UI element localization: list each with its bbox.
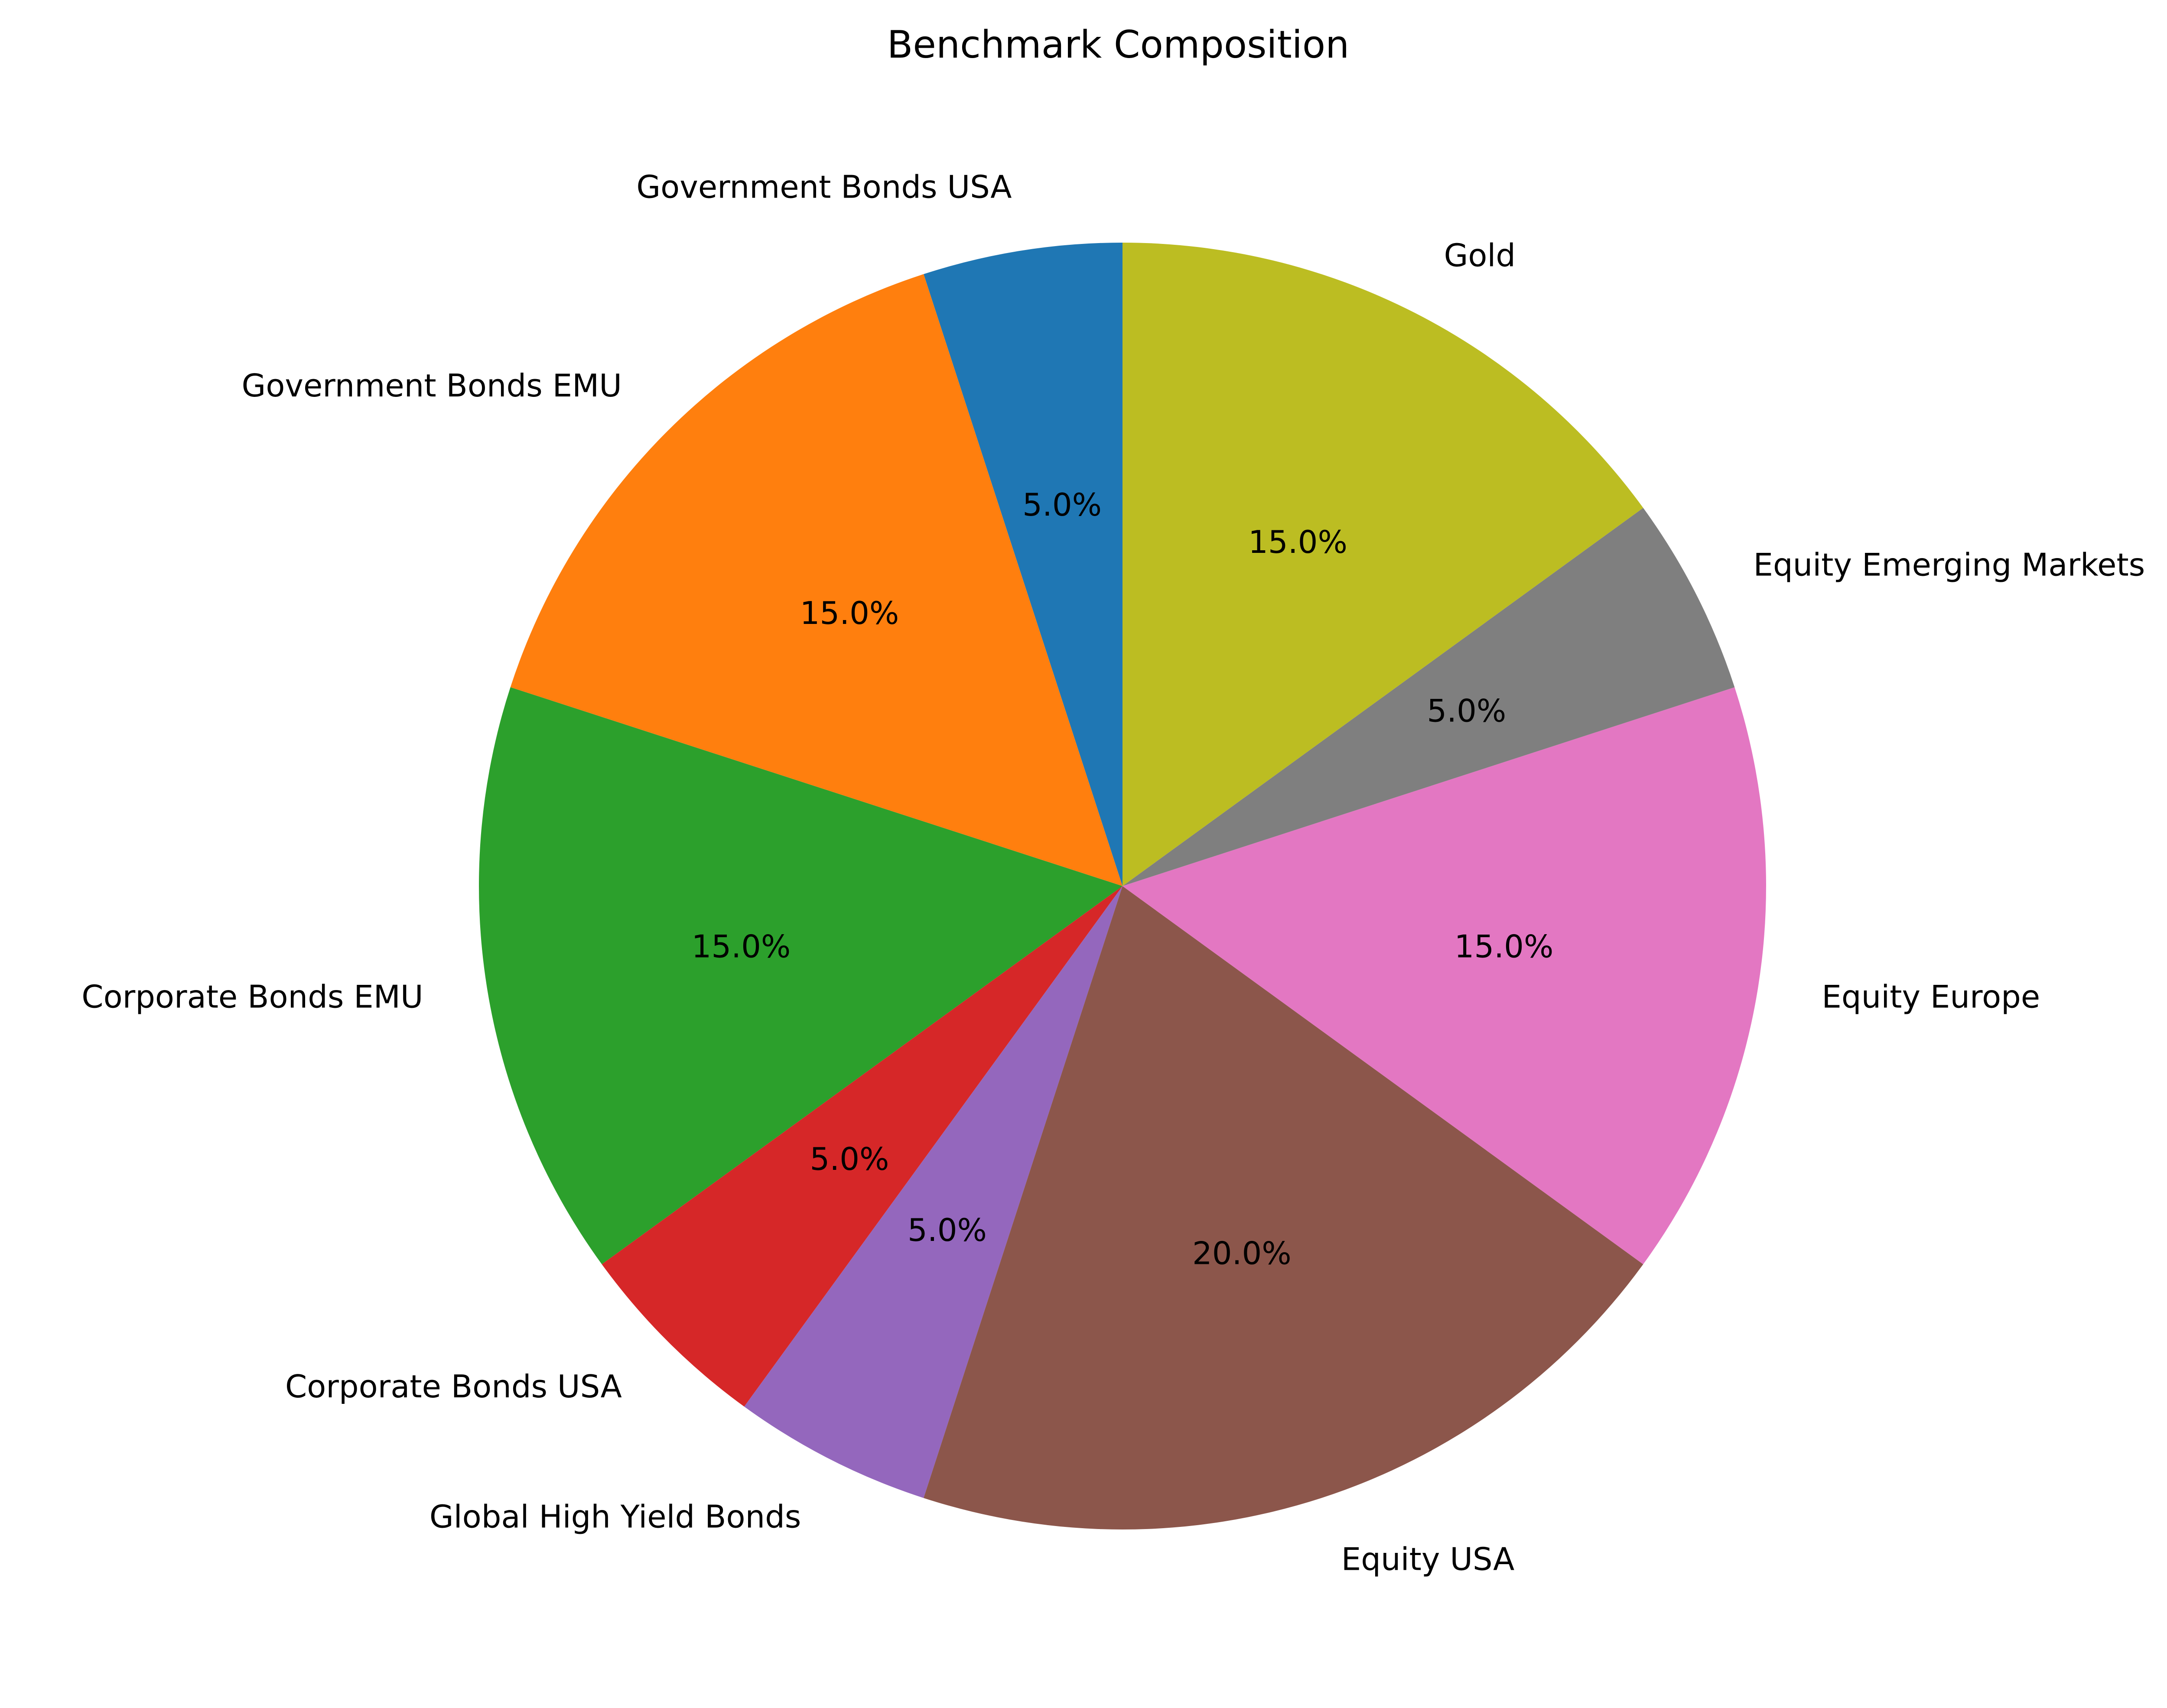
slice-category-label: Government Bonds USA (636, 169, 1012, 205)
chart-title: Benchmark Composition (887, 23, 1350, 67)
slice-category-label: Corporate Bonds USA (285, 1368, 622, 1405)
pie-slice (602, 886, 1123, 1407)
slice-percent-label: 15.0% (800, 595, 899, 631)
percent-labels: 5.0% 15.0% 15.0% 5.0% 5.0% 20.0% 15.0% 5.0% 15.0… (692, 487, 1554, 1271)
slice-category-label: Gold (1444, 237, 1516, 274)
slice-percent-label: 15.0% (1248, 524, 1347, 560)
pie-slice (1123, 687, 1767, 1264)
slice-category-label: Government Bonds EMU (242, 367, 622, 404)
slice-percent-label: 5.0% (810, 1141, 889, 1177)
pie-slice (1123, 243, 1643, 886)
slice-percent-label: 15.0% (692, 928, 791, 964)
slice-category-label: Equity Emerging Markets (1753, 546, 2145, 583)
pie-slice (479, 687, 1123, 1264)
pie-slice (1123, 508, 1735, 886)
slice-percent-label: 5.0% (908, 1212, 987, 1248)
slice-category-label: Equity USA (1341, 1541, 1515, 1578)
pie-slice (510, 274, 1123, 886)
slice-category-label: Corporate Bonds EMU (81, 979, 423, 1015)
slice-percent-label: 15.0% (1454, 928, 1554, 964)
slice-percent-label: 5.0% (1022, 487, 1102, 523)
pie-slice (744, 886, 1123, 1498)
pie-slice (924, 243, 1123, 886)
pie-slice (924, 886, 1643, 1529)
slice-percent-label: 20.0% (1192, 1235, 1292, 1271)
slice-category-label: Global High Yield Bonds (429, 1498, 801, 1535)
slice-labels: Government Bonds USA Government Bonds EMU… (81, 169, 2145, 1578)
slice-percent-label: 5.0% (1427, 692, 1506, 729)
slice-category-label: Equity Europe (1822, 979, 2040, 1015)
pie-slices (479, 243, 1767, 1529)
